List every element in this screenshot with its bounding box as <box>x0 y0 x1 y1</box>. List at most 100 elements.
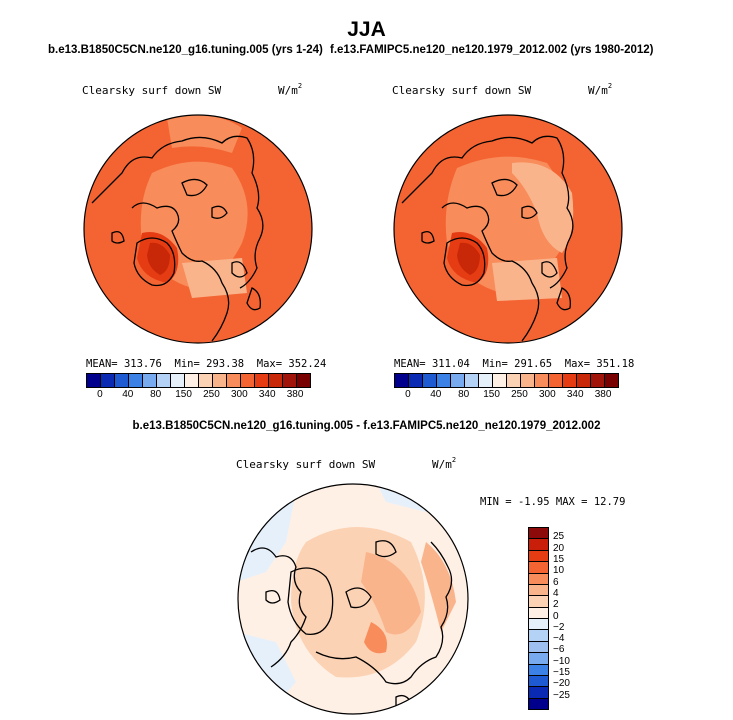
panel-2-colorbar <box>394 373 619 388</box>
colorbar-tick-label: 0 <box>405 389 411 400</box>
diff-title: b.e13.B1850C5CN.ne120_g16.tuning.005 - f… <box>132 420 601 432</box>
colorbar-swatch <box>529 653 548 665</box>
colorbar-swatch <box>395 374 409 387</box>
colorbar-tick-label: −4 <box>553 633 565 645</box>
colorbar-swatch <box>143 374 157 387</box>
panel-2-polar-map <box>393 114 623 344</box>
panel-2-case-title: f.e13.FAMIPC5.ne120_ne120.1979_2012.002 … <box>330 44 654 56</box>
colorbar-swatch <box>157 374 171 387</box>
panel-1-variable-label: Clearsky surf down SW <box>82 84 222 97</box>
panel-2-units: W/m2 <box>588 82 613 97</box>
colorbar-swatch <box>115 374 129 387</box>
colorbar-swatch <box>529 698 548 709</box>
colorbar-swatch <box>101 374 115 387</box>
figure-title: JJA <box>347 18 386 41</box>
colorbar-swatch <box>437 374 451 387</box>
colorbar-swatch <box>529 539 548 551</box>
colorbar-tick-label: 340 <box>566 389 584 400</box>
diff-field-positive-chukchi <box>364 622 387 654</box>
colorbar-tick-label: −10 <box>553 655 570 667</box>
colorbar-tick-label: 4 <box>553 587 559 599</box>
colorbar-swatch <box>529 573 548 585</box>
colorbar-swatch <box>423 374 437 387</box>
colorbar-swatch <box>563 374 577 387</box>
colorbar-tick-label: 2 <box>553 599 559 611</box>
colorbar-swatch <box>87 374 101 387</box>
panel-1-field-greenland-core <box>147 242 170 275</box>
colorbar-tick-label: 150 <box>483 389 500 400</box>
colorbar-swatch <box>171 374 185 387</box>
panel-1-polar-map <box>83 114 313 344</box>
panel-2-coastline-north-america <box>441 202 540 342</box>
colorbar-tick-label: 340 <box>258 389 276 400</box>
panel-1-field-pacific <box>182 258 247 298</box>
colorbar-swatch <box>255 374 269 387</box>
colorbar-swatch <box>129 374 143 387</box>
diff-coastline-greenland <box>287 567 334 636</box>
colorbar-tick-label: 15 <box>553 553 565 565</box>
colorbar-swatch <box>199 374 213 387</box>
colorbar-swatch <box>283 374 297 387</box>
colorbar-tick-label: −15 <box>553 667 570 679</box>
colorbar-tick-label: 300 <box>538 389 556 400</box>
colorbar-swatch <box>529 641 548 654</box>
panel-2-field-pacific <box>492 258 562 301</box>
colorbar-swatch <box>577 374 591 387</box>
panel-1-coastline-eurasia <box>91 135 264 289</box>
colorbar-swatch <box>297 374 310 387</box>
colorbar-tick-label: 380 <box>286 389 304 400</box>
colorbar-swatch <box>529 687 548 699</box>
panel-1-colorbar-ticks: 0 40 80 150 250 300 340 380 <box>86 389 309 403</box>
panel-2-coastline-islands <box>421 178 571 311</box>
panel-2-stats: MEAN= 311.04 Min= 291.65 Max= 351.18 <box>394 358 635 370</box>
colorbar-swatch <box>529 596 548 608</box>
panel-1-coastline-north-america <box>131 202 230 342</box>
colorbar-tick-label: 40 <box>430 389 442 400</box>
colorbar-tick-label: −20 <box>553 678 570 690</box>
colorbar-swatch <box>529 528 548 540</box>
colorbar-swatch <box>529 630 548 642</box>
colorbar-tick-label: 0 <box>97 389 103 400</box>
colorbar-swatch <box>479 374 493 387</box>
panel-1-field-europe <box>167 115 242 153</box>
panel-1-stats: MEAN= 313.76 Min= 293.38 Max= 352.24 <box>86 358 327 370</box>
colorbar-swatch <box>529 562 548 574</box>
panel-2-coastline-eurasia <box>401 135 574 289</box>
colorbar-swatch <box>521 374 535 387</box>
diff-coastline-north-america <box>250 547 307 668</box>
colorbar-swatch <box>529 675 548 688</box>
colorbar-swatch <box>529 607 548 619</box>
colorbar-swatch <box>409 374 423 387</box>
colorbar-swatch <box>493 374 507 387</box>
colorbar-swatch <box>591 374 605 387</box>
panel-2-colorbar-ticks: 0 40 80 150 250 300 340 380 <box>394 389 617 403</box>
colorbar-tick-label: 300 <box>230 389 248 400</box>
panel-2-field-greenland-core <box>457 242 480 275</box>
colorbar-swatch <box>529 550 548 563</box>
colorbar-tick-label: 80 <box>458 389 470 400</box>
colorbar-swatch <box>549 374 563 387</box>
colorbar-tick-label: −6 <box>553 644 565 656</box>
colorbar-swatch <box>529 584 548 597</box>
colorbar-tick-label: −2 <box>553 621 565 633</box>
diff-coastline-islands <box>265 540 413 710</box>
diff-field-positive-siberia <box>361 552 421 635</box>
colorbar-swatch <box>213 374 227 387</box>
panel-2-field-siberia <box>512 162 574 253</box>
diff-colorbar-ticks: 25 20 15 10 6 4 2 0 −2 −4 −6 −10 −15 −20 −25 <box>553 527 593 708</box>
colorbar-tick-label: 150 <box>175 389 192 400</box>
colorbar-swatch <box>507 374 521 387</box>
diff-colorbar <box>528 527 549 710</box>
colorbar-tick-label: 10 <box>553 565 565 577</box>
colorbar-swatch <box>241 374 255 387</box>
colorbar-tick-label: 25 <box>553 531 565 543</box>
colorbar-swatch <box>465 374 479 387</box>
colorbar-swatch <box>185 374 199 387</box>
diff-stats: MIN = -1.95 MAX = 12.79 <box>480 496 626 508</box>
colorbar-tick-label: 380 <box>594 389 612 400</box>
colorbar-swatch <box>535 374 549 387</box>
panel-1-coastline-greenland <box>133 237 176 287</box>
panel-2-coastline-greenland <box>443 237 486 287</box>
colorbar-swatch <box>605 374 618 387</box>
diff-variable-label: Clearsky surf down SW <box>236 458 376 471</box>
